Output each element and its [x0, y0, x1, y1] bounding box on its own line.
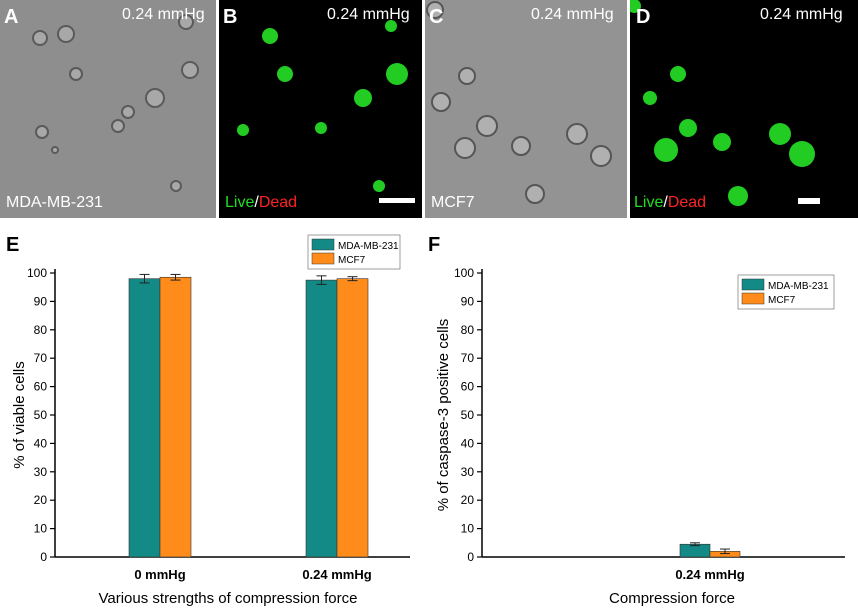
y-tick-label: 70	[34, 351, 48, 365]
bar-mcf7	[159, 276, 192, 558]
y-tick-label: 0	[40, 550, 47, 564]
phase-contrast-image-c	[425, 0, 627, 218]
bar-mcf7	[336, 278, 369, 558]
fluorescence-image-b	[219, 0, 422, 218]
y-tick-label: 100	[454, 266, 474, 280]
fluorescence-image-d	[630, 0, 858, 218]
micrograph-b: B 0.24 mmHg Live/Dead	[219, 0, 422, 218]
y-tick-label: 70	[461, 351, 475, 365]
micrograph-d: D 0.24 mmHg Live/Dead	[630, 0, 858, 218]
x-tick-label: 0.24 mmHg	[675, 567, 744, 582]
chart-svg-f: 0 10 20 30 40 50 60 70 80 90 100 0.24 mmHg Compressi…	[435, 266, 845, 607]
chart-f: 0 10 20 30 40 50 60 70 80 90 100 0.24 mmHg Compressi…	[420, 230, 858, 612]
live-label: Live	[225, 194, 255, 211]
legend-swatch	[741, 278, 765, 291]
pressure-label-b: 0.24 mmHg	[327, 6, 410, 23]
panel-label-f: F	[428, 234, 441, 256]
scale-bar	[379, 198, 415, 203]
live-label: Live	[634, 194, 664, 211]
legend: MDA-MB-231 MCF7	[307, 234, 401, 270]
phase-contrast-image-a	[0, 0, 216, 218]
x-axis-label: Various strengths of compression force	[98, 590, 357, 607]
legend-entry: MDA-MB-231	[338, 241, 399, 252]
legend-swatch	[311, 238, 335, 251]
y-tick-label: 30	[34, 465, 48, 479]
panel-label-c: C	[429, 6, 444, 28]
x-axis-label: Compression force	[609, 590, 735, 607]
micrograph-a: A 0.24 mmHg MDA-MB-231	[0, 0, 216, 218]
error-bar	[316, 275, 327, 285]
y-tick-label: 40	[461, 436, 475, 450]
live-dead-caption-d: Live/Dead	[634, 194, 706, 212]
y-tick-label: 90	[461, 294, 475, 308]
error-bar	[720, 548, 730, 555]
caption-separator: /	[254, 194, 259, 211]
error-bar	[170, 273, 181, 281]
panel-label-b: B	[223, 6, 238, 28]
y-tick-label: 10	[34, 522, 48, 536]
cell-line-caption-a: MDA-MB-231	[6, 194, 103, 211]
y-tick-label: 10	[461, 522, 475, 536]
micrograph-c: C 0.24 mmHg MCF7	[425, 0, 627, 218]
y-axis-label: % of caspase-3 positive cells	[435, 319, 452, 512]
legend-swatch	[311, 252, 335, 265]
pressure-label-d: 0.24 mmHg	[760, 6, 843, 23]
y-tick-label: 50	[34, 408, 48, 422]
legend-entry: MDA-MB-231	[768, 281, 829, 292]
error-bar	[139, 273, 150, 284]
panel-label-a: A	[4, 6, 19, 28]
y-tick-label: 20	[461, 493, 475, 507]
cell-line-caption-c: MCF7	[431, 194, 475, 211]
y-axis-label: % of viable cells	[11, 361, 28, 469]
dead-label: Dead	[667, 194, 707, 211]
legend-entry: MCF7	[768, 295, 796, 306]
legend-swatch	[741, 292, 765, 305]
x-tick-label: 0.24 mmHg	[302, 567, 371, 582]
bar-mda-mb-231	[128, 278, 161, 558]
x-tick-label: 0 mmHg	[134, 567, 185, 582]
y-tick-label: 40	[34, 436, 48, 450]
y-tick-label: 80	[461, 323, 475, 337]
y-tick-label: 0	[467, 550, 474, 564]
legend-entry: MCF7	[338, 255, 366, 266]
error-bar	[690, 542, 700, 547]
caption-separator: /	[663, 194, 668, 211]
y-tick-label: 20	[34, 493, 48, 507]
error-bar	[347, 276, 358, 282]
live-dead-caption-b: Live/Dead	[225, 194, 297, 212]
y-tick-label: 30	[461, 465, 475, 479]
bar-mda-mb-231	[305, 279, 338, 558]
panel-label-d: D	[636, 6, 651, 28]
dead-label: Dead	[258, 194, 298, 211]
scale-bar	[798, 198, 820, 204]
chart-svg-e: 0 10 20 30 40 50 60 70 80 90 100 0 mmHg 0.24 mmHg Var…	[11, 234, 410, 607]
y-tick-label: 80	[34, 323, 48, 337]
pressure-label-c: 0.24 mmHg	[531, 6, 614, 23]
legend: MDA-MB-231 MCF7	[737, 274, 835, 310]
y-tick-label: 60	[34, 380, 48, 394]
y-tick-label: 100	[27, 266, 47, 280]
chart-e: 0 10 20 30 40 50 60 70 80 90 100 0 mmHg 0.24 mmHg Var…	[0, 230, 420, 612]
y-tick-label: 60	[461, 380, 475, 394]
y-tick-label: 90	[34, 294, 48, 308]
panel-label-e: E	[6, 234, 20, 256]
y-tick-label: 50	[461, 408, 475, 422]
pressure-label-a: 0.24 mmHg	[122, 6, 205, 23]
